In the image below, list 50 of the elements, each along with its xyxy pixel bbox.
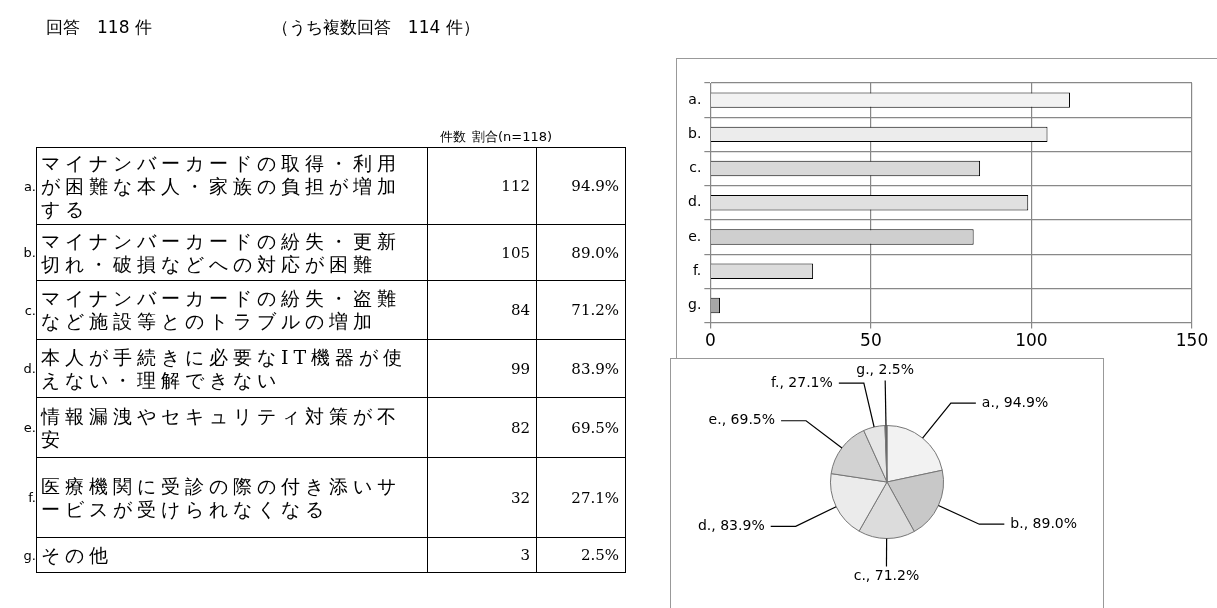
- y-tick-label: e.: [688, 227, 702, 244]
- y-tick-label: c.: [689, 159, 702, 176]
- y-tick-label: f.: [692, 261, 702, 278]
- text: （うち複数回答 114 件）: [271, 17, 480, 37]
- data-label: 71.2%: [536, 280, 626, 340]
- category-label: 医療機関に受診の際の付き添いサービスが受けられなくなる: [36, 457, 428, 538]
- data-label: 94.9%: [536, 147, 626, 225]
- data-label: 99: [427, 339, 537, 398]
- data-label: 27.1%: [536, 457, 626, 538]
- category-label: その他: [36, 537, 428, 573]
- data-label: 84: [427, 280, 537, 340]
- text: b.: [22, 244, 37, 262]
- y-tick-label: a.: [688, 90, 702, 107]
- text: 割合(n=118): [472, 129, 553, 144]
- text: f.: [27, 489, 37, 507]
- category-label: マイナンバーカードの紛失・更新切れ・破損などへの対応が困難: [36, 224, 428, 281]
- slice-label: c., 71.2%: [853, 567, 920, 584]
- text: 回答 118 件: [46, 17, 152, 37]
- data-label: 2.5%: [536, 537, 626, 573]
- slice-label: d., 83.9%: [697, 516, 765, 533]
- slice-label: e., 69.5%: [708, 411, 776, 428]
- text: c.: [23, 301, 37, 320]
- slice-label: a., 94.9%: [981, 393, 1049, 410]
- x-tick-label: 0: [704, 330, 716, 351]
- data-label: 89.0%: [536, 224, 626, 281]
- data-label: 69.5%: [536, 397, 626, 458]
- data-label: 82: [427, 397, 537, 458]
- text: d.: [22, 360, 37, 378]
- y-tick-label: g.: [687, 296, 702, 313]
- text: 件数: [440, 129, 466, 144]
- text: e.: [22, 419, 37, 437]
- y-tick-label: d.: [687, 193, 702, 210]
- category-label: マイナンバーカードの紛失・盗難など施設等とのトラブルの増加: [36, 280, 428, 340]
- slice-label: f., 27.1%: [771, 373, 833, 390]
- data-label: 3: [427, 537, 537, 573]
- data-label: 83.9%: [536, 339, 626, 398]
- x-tick-label: 100: [1015, 330, 1048, 351]
- data-label: 105: [427, 224, 537, 281]
- category-label: マイナンバーカードの取得・利用が困難な本人・家族の負担が増加する: [36, 147, 428, 225]
- slice-label: b., 89.0%: [1010, 514, 1078, 531]
- text: g.: [22, 546, 37, 565]
- category-label: 情報漏洩やセキュリティ対策が不安: [36, 397, 428, 458]
- slice-label: g., 2.5%: [856, 361, 915, 378]
- data-label: 112: [427, 147, 537, 225]
- x-tick-label: 150: [1175, 330, 1209, 351]
- data-label: 32: [427, 457, 537, 538]
- y-tick-label: b.: [687, 124, 702, 141]
- text: a.: [22, 177, 37, 196]
- x-tick-label: 50: [860, 330, 882, 351]
- category-label: 本人が手続きに必要なIT機器が使えない・理解できない: [36, 339, 428, 398]
